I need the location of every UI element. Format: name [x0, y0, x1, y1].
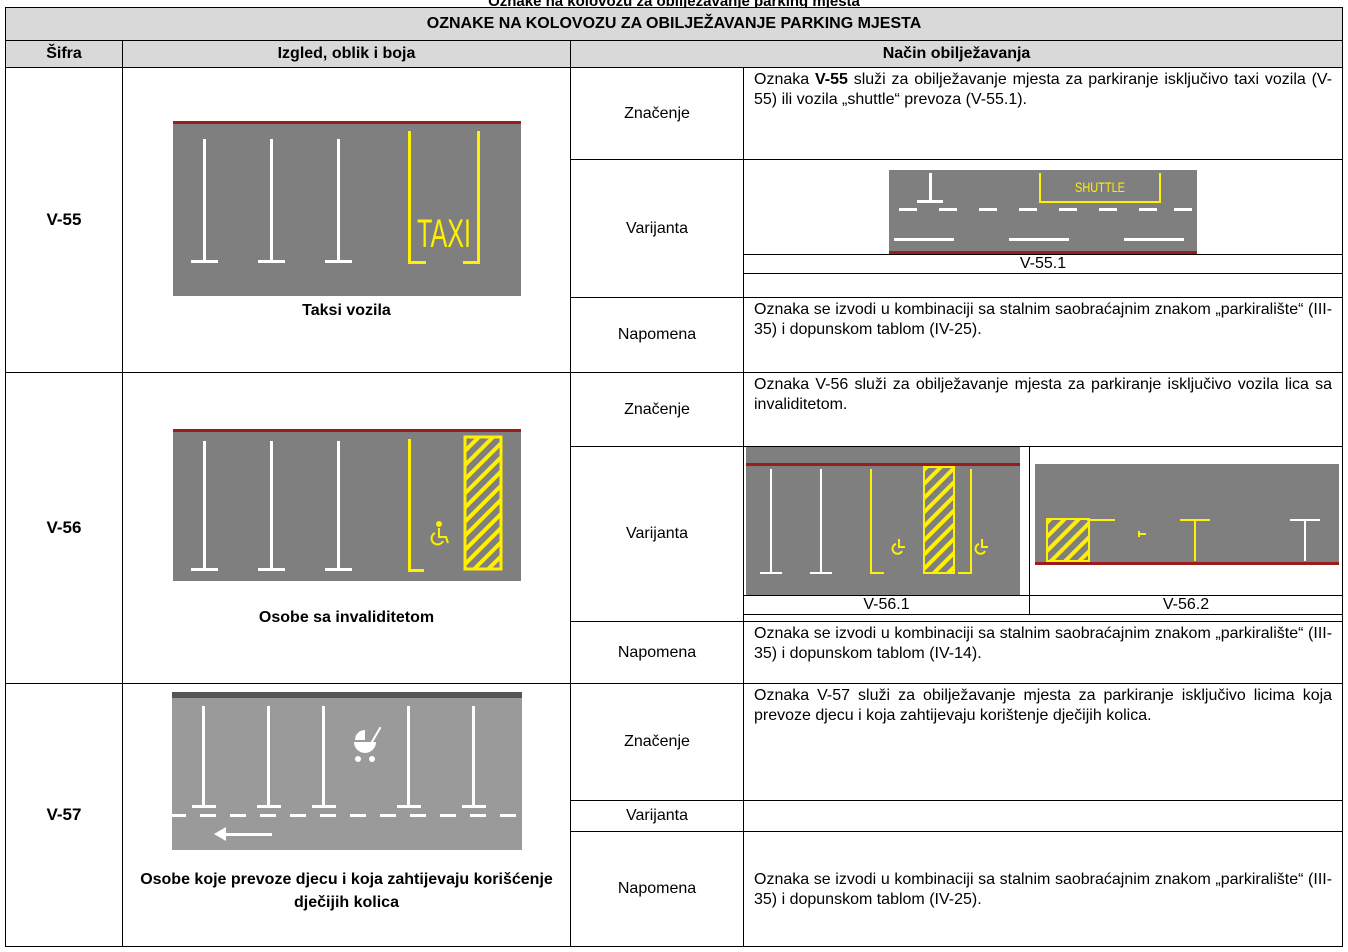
- detail-text: Oznaka se izvodi u kombinaciji sa stalni…: [742, 831, 1344, 947]
- variant: V-56.2: [1030, 447, 1343, 614]
- variant-label: V-56.1: [744, 595, 1029, 614]
- page-title: Oznake na kolovozu za obilježavanje park…: [488, 0, 860, 10]
- marking-image: TAXI: [172, 120, 521, 296]
- detail-label: Napomena: [570, 297, 744, 373]
- variant-image: [1035, 447, 1339, 595]
- detail-text: Oznaka V-55 služi za obilježavanje mjest…: [742, 67, 1344, 160]
- marking-image: [171, 692, 522, 850]
- detail-label: Značenje: [570, 67, 744, 160]
- variant-image: [746, 447, 1020, 595]
- detail-label: Varijanta: [570, 800, 744, 832]
- text: služi za obilježavanje mjesta za parkira…: [754, 71, 1333, 108]
- marking-table: OZNAKE NA KOLOVOZU ZA OBILJEŽAVANJE PARK…: [4, 7, 1344, 947]
- variant-label: V-55.1: [744, 254, 1343, 273]
- detail-text: Oznaka se izvodi u kombinaciji sa stalni…: [742, 297, 1344, 373]
- detail-label: Značenje: [570, 372, 744, 447]
- variant-cell: SHUTTLE V-55.1: [742, 159, 1344, 298]
- image-cell: Osobe koje prevoze djecu i koja zahtijev…: [122, 683, 571, 947]
- detail-text: Oznaka V-56 služi za obilježavanje mjest…: [742, 372, 1344, 447]
- image-cell: TAXI Taksi vozila: [122, 67, 571, 373]
- table-heading: OZNAKE NA KOLOVOZU ZA OBILJEŽAVANJE PARK…: [4, 7, 1344, 41]
- column-header: Šifra: [5, 40, 123, 68]
- code: V-57: [5, 683, 123, 947]
- code: V-56: [5, 372, 123, 684]
- image-text: TAXI: [417, 212, 471, 256]
- detail-text: Oznaka V-57 služi za obilježavanje mjest…: [742, 683, 1344, 801]
- variant-cell: [742, 800, 1344, 832]
- caption: Osobe koje prevoze djecu i koja zahtijev…: [140, 871, 553, 911]
- column-header: Izgled, oblik i boja: [122, 40, 571, 68]
- column-header: Način obilježavanja: [569, 40, 1344, 68]
- variant-label: V-56.2: [1030, 595, 1343, 614]
- variant-cell: V-56.1 V-56.2: [742, 446, 1344, 622]
- image-text: SHUTTLE: [1075, 179, 1125, 195]
- text: V-55: [814, 71, 848, 88]
- text: Oznaka: [754, 71, 815, 88]
- detail-label: Varijanta: [570, 446, 744, 622]
- image-cell: Osobe sa invaliditetom: [122, 372, 571, 684]
- detail-text: Oznaka se izvodi u kombinaciji sa stalni…: [742, 621, 1344, 684]
- caption: Taksi vozila: [302, 301, 391, 319]
- detail-label: Napomena: [570, 831, 744, 947]
- detail-label: Napomena: [570, 621, 744, 684]
- marking-image: [172, 429, 521, 581]
- code: V-55: [5, 67, 123, 373]
- detail-label: Varijanta: [570, 159, 744, 298]
- variant: V-56.1: [744, 447, 1030, 614]
- detail-label: Značenje: [570, 683, 744, 801]
- caption: Osobe sa invaliditetom: [258, 609, 435, 626]
- variant-image: SHUTTLE: [889, 168, 1198, 254]
